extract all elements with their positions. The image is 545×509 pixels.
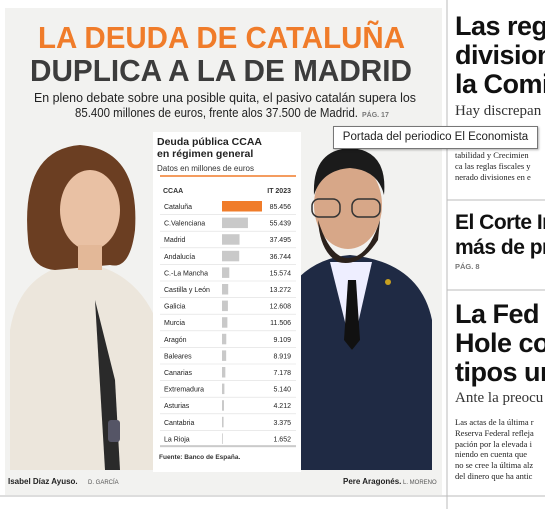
bar bbox=[222, 250, 240, 262]
value-label: 37.495 bbox=[270, 237, 292, 244]
row-label: Extremadura bbox=[164, 387, 204, 394]
chart: Cataluña 85.456 C.Valenciana 55.439 Madrid 37… bbox=[160, 201, 296, 448]
row-label: La Rioja bbox=[164, 436, 190, 443]
bar bbox=[222, 333, 227, 345]
bar bbox=[222, 317, 228, 328]
page-ref: PÁG. 8 bbox=[455, 262, 480, 271]
story-headline: La Fed ll bbox=[455, 299, 545, 329]
row-label: Asturias bbox=[164, 403, 190, 410]
row-label: C.-La Mancha bbox=[164, 270, 208, 277]
story-deck: Ante la preocu bbox=[455, 390, 544, 406]
value-label: 9.109 bbox=[273, 337, 291, 344]
value-label: 55.439 bbox=[270, 221, 292, 228]
value-label: 11.506 bbox=[270, 320, 291, 327]
value-label: 15.574 bbox=[270, 270, 292, 277]
bar bbox=[222, 267, 230, 278]
story-body: pación por la elevada i bbox=[455, 438, 532, 449]
story-body: del dinero que ha antic bbox=[455, 471, 533, 481]
chart-title: en régimen general bbox=[157, 148, 253, 160]
caption-credit: D. GARCÍA bbox=[88, 479, 119, 486]
value-label: 5.140 bbox=[273, 387, 291, 394]
row-label: Baleares bbox=[164, 353, 192, 360]
bar bbox=[222, 416, 224, 428]
chart-source: Fuente: Banco de España. bbox=[159, 454, 240, 461]
row-label: Cataluña bbox=[164, 204, 192, 211]
column-header: CCAA bbox=[163, 188, 183, 195]
bar bbox=[222, 383, 225, 395]
row-label: Madrid bbox=[164, 237, 186, 244]
story-body: Reserva Federal refleja bbox=[455, 427, 534, 438]
story-body: Las actas de la última r bbox=[455, 417, 534, 427]
bar bbox=[222, 367, 226, 378]
bar bbox=[222, 284, 229, 295]
story-headline: tipos un bbox=[455, 357, 545, 387]
story-body: niendo en cuenta que bbox=[455, 449, 527, 460]
story-body: nerado divisiones en e bbox=[455, 172, 531, 182]
story-headline: la Comis bbox=[455, 69, 545, 99]
bar bbox=[222, 350, 227, 361]
row-label: Canarias bbox=[164, 370, 193, 377]
row-label: Aragón bbox=[164, 337, 187, 344]
lead: 85.400 millones de euros, frente alos 37… bbox=[75, 106, 358, 120]
headline: LA DEUDA DE CATALUÑA bbox=[38, 20, 405, 55]
story-headline: más de pr bbox=[455, 236, 545, 259]
page-ref: PÁG. 17 bbox=[362, 110, 389, 119]
row-label: Murcia bbox=[164, 320, 185, 327]
story-headline: Las regl bbox=[455, 11, 545, 41]
chart-title: Deuda pública CCAA bbox=[157, 136, 262, 148]
value-label: 36.744 bbox=[270, 254, 292, 261]
value-label: 85.456 bbox=[270, 204, 292, 211]
caption-name: Pere Aragonés. bbox=[343, 477, 401, 486]
story-body: tabilidad y Crecimien bbox=[455, 150, 529, 160]
story-headline: Hole cor bbox=[455, 328, 545, 358]
story-headline: division bbox=[455, 40, 545, 70]
value-label: 1.652 bbox=[273, 436, 291, 443]
bar bbox=[222, 433, 223, 444]
value-label: 12.608 bbox=[270, 304, 292, 311]
story-body: ca las reglas fiscales y bbox=[455, 161, 531, 171]
row-label: Galicia bbox=[164, 304, 186, 311]
value-label: 3.375 bbox=[273, 420, 291, 427]
row-label: Cantabria bbox=[164, 420, 194, 427]
row-label: Andalucía bbox=[164, 254, 195, 261]
bar bbox=[222, 217, 248, 229]
story-body: no se cree la última alz bbox=[455, 460, 534, 471]
photo-aragones bbox=[265, 148, 432, 470]
row-label: C.Valenciana bbox=[164, 221, 205, 228]
value-label: 13.272 bbox=[270, 287, 292, 294]
caption-credit: L. MORENO bbox=[403, 480, 437, 486]
headline: DUPLICA A LA DE MADRID bbox=[30, 53, 412, 88]
bar bbox=[222, 300, 228, 312]
bar bbox=[222, 400, 224, 411]
value-label: 7.178 bbox=[273, 370, 291, 377]
lead: En pleno debate sobre una posible quita,… bbox=[34, 91, 416, 105]
bar bbox=[222, 234, 240, 245]
column-header: IT 2023 bbox=[267, 188, 291, 195]
story-deck: Hay discrepan bbox=[455, 103, 542, 119]
value-label: 4.212 bbox=[273, 403, 291, 410]
row-label: Castilla y León bbox=[164, 287, 210, 294]
value-label: 8.919 bbox=[273, 353, 291, 360]
story-headline: El Corte In bbox=[455, 211, 545, 234]
tooltip: Portada del periodico El Economista bbox=[333, 126, 538, 149]
bar bbox=[222, 201, 262, 212]
caption-name: Isabel Díaz Ayuso. bbox=[8, 477, 78, 486]
photo-ayuso bbox=[10, 145, 160, 470]
chart-subtitle: Datos en millones de euros bbox=[157, 164, 254, 173]
